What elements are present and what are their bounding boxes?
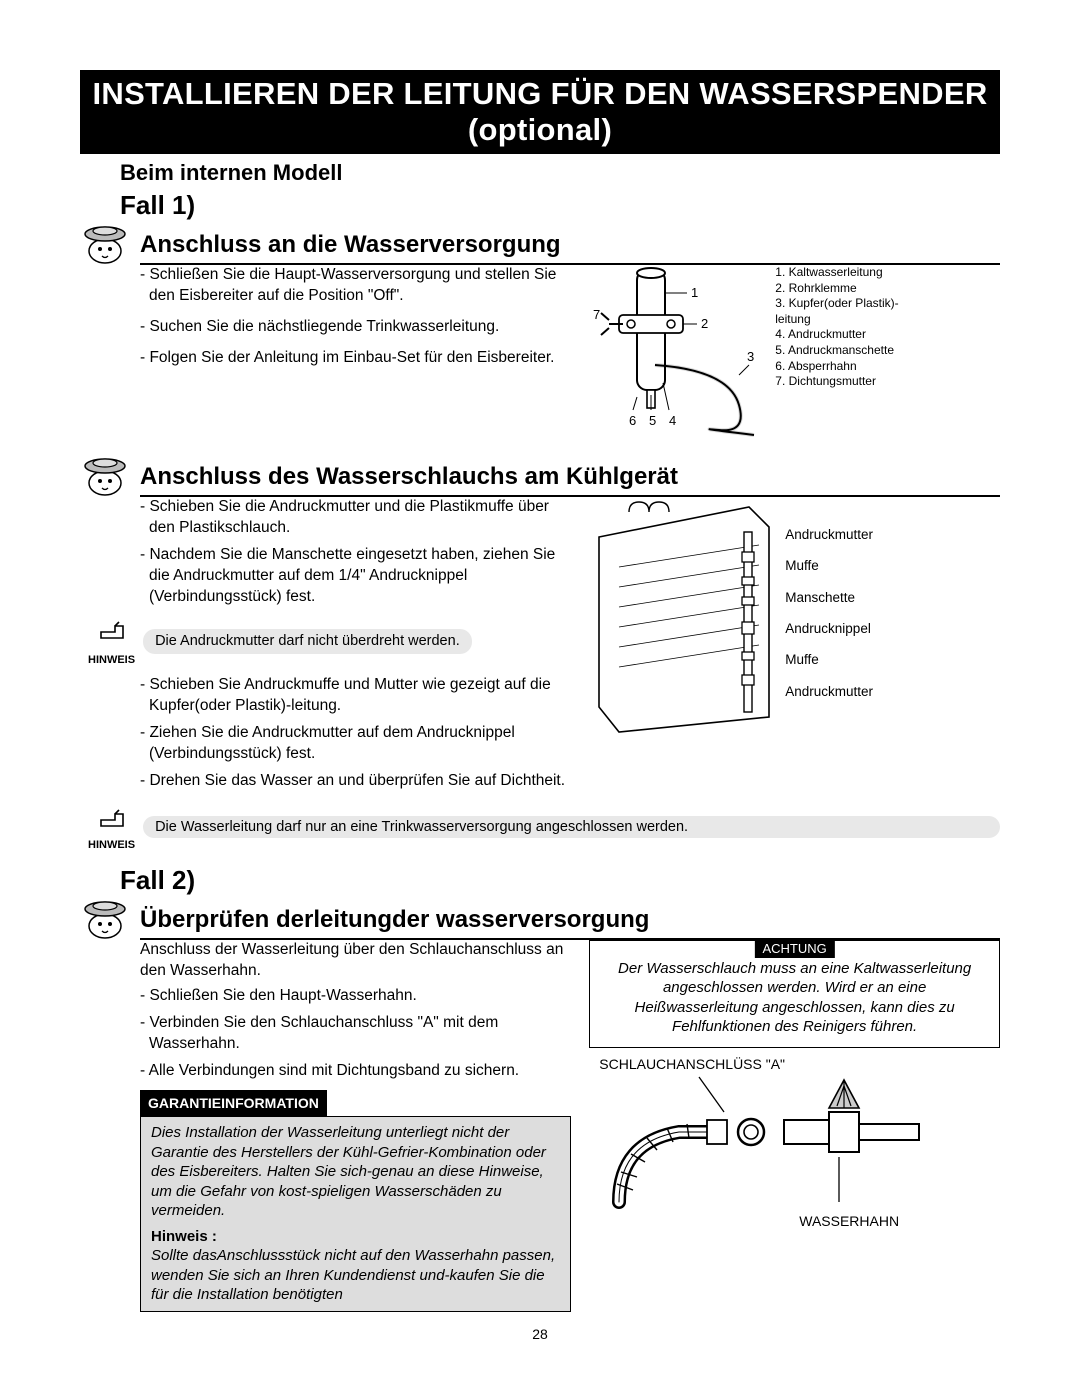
section-a-title: Anschluss an die Wasserversorgung bbox=[140, 231, 1000, 265]
subheading: Beim internen Modell bbox=[120, 160, 1000, 186]
svg-text:2: 2 bbox=[701, 316, 708, 331]
page-number: 28 bbox=[80, 1326, 1000, 1342]
svg-text:5: 5 bbox=[649, 413, 656, 428]
hinweis-label: HINWEIS bbox=[88, 839, 135, 851]
bullet: - Alle Verbindungen sind mit Dichtungsba… bbox=[140, 1061, 571, 1082]
bullet: - Schließen Sie den Haupt-Wasserhahn. bbox=[140, 986, 571, 1007]
assembly-label: Andruckmutter bbox=[785, 527, 873, 542]
bullet: - Folgen Sie der Anleitung im Einbau-Set… bbox=[140, 348, 571, 369]
fridge-back-diagram bbox=[589, 497, 779, 737]
tap-label: WASSERHAHN bbox=[799, 1213, 899, 1229]
bullet: - Ziehen Sie die Andruckmutter auf dem A… bbox=[140, 723, 571, 765]
pipe-diagram: 1 2 3 7 6 5 4 bbox=[589, 265, 759, 445]
legend-item: 4. Andruckmutter bbox=[775, 327, 905, 343]
achtung-tag: ACHTUNG bbox=[754, 939, 834, 958]
assembly-label: Manschette bbox=[785, 590, 873, 605]
legend-item: 6. Absperrhahn bbox=[775, 359, 905, 375]
hinweis3-body: Sollte dasAnschlussstück nicht auf den W… bbox=[151, 1247, 555, 1303]
legend-item: 7. Dichtungsmutter bbox=[775, 374, 905, 390]
section-a-text: - Schließen Sie die Haupt-Wasserversorgu… bbox=[140, 265, 571, 445]
diagram-legend: 1. Kaltwasserleitung 2. Rohrklemme 3. Ku… bbox=[775, 265, 905, 445]
case-2-label: Fall 2) bbox=[120, 865, 1000, 896]
hinweis-text: Die Wasserleitung darf nur an eine Trink… bbox=[143, 816, 1000, 838]
legend-item: 1. Kaltwasserleitung bbox=[775, 265, 905, 281]
tap-diagram bbox=[589, 1072, 949, 1222]
page-banner: INSTALLIEREN DER LEITUNG FÜR DEN WASSERS… bbox=[80, 70, 1000, 154]
bullet: - Schließen Sie die Haupt-Wasserversorgu… bbox=[140, 265, 571, 307]
section-c-text: Anschluss der Wasserleitung über den Sch… bbox=[140, 940, 571, 1312]
intro-text: Anschluss der Wasserleitung über den Sch… bbox=[140, 940, 571, 982]
warranty-body: Dies Installation der Wasserleitung unte… bbox=[140, 1116, 571, 1312]
assembly-label: Andrucknippel bbox=[785, 621, 873, 636]
bullet: - Suchen Sie die nächstliegende Trinkwas… bbox=[140, 317, 571, 338]
mascot-icon bbox=[80, 896, 130, 940]
bullet: - Nachdem Sie die Manschette eingesetzt … bbox=[140, 545, 571, 608]
legend-item: 2. Rohrklemme bbox=[775, 281, 905, 297]
achtung-box: ACHTUNG Der Wasserschlauch muss an eine … bbox=[589, 940, 1000, 1048]
svg-text:1: 1 bbox=[691, 285, 698, 300]
section-b-text: - Schieben Sie die Andruckmutter und die… bbox=[140, 497, 571, 798]
case-1-label: Fall 1) bbox=[120, 190, 1000, 221]
hand-icon bbox=[97, 616, 127, 646]
section-b-title: Anschluss des Wasserschlauchs am Kühlger… bbox=[140, 463, 1000, 497]
bullet: - Schieben Sie die Andruckmutter und die… bbox=[140, 497, 571, 539]
legend-item: 3. Kupfer(oder Plastik)-leitung bbox=[775, 296, 905, 327]
warranty-header: GARANTIEINFORMATION bbox=[140, 1090, 327, 1117]
hinweis3-label: Hinweis : bbox=[151, 1227, 560, 1247]
hand-icon bbox=[97, 804, 127, 834]
bullet: - Drehen Sie das Wasser an und überprüfe… bbox=[140, 771, 571, 792]
hinweis-label: HINWEIS bbox=[88, 653, 135, 668]
svg-text:7: 7 bbox=[593, 307, 600, 322]
svg-text:3: 3 bbox=[747, 349, 754, 364]
bullet: - Verbinden Sie den Schlauchanschluss "A… bbox=[140, 1013, 571, 1055]
svg-text:4: 4 bbox=[669, 413, 676, 428]
achtung-body: Der Wasserschlauch muss an eine Kaltwass… bbox=[600, 959, 989, 1037]
hose-label: SCHLAUCHANSCHLÜSS "A" bbox=[599, 1056, 1000, 1072]
svg-text:6: 6 bbox=[629, 413, 636, 428]
section-c-title: Überprüfen derleitungder wasserversorgun… bbox=[140, 906, 1000, 940]
mascot-icon bbox=[80, 221, 130, 265]
warranty-text: Dies Installation der Wasserleitung unte… bbox=[151, 1124, 546, 1219]
assembly-label: Muffe bbox=[785, 558, 873, 573]
mascot-icon bbox=[80, 453, 130, 497]
legend-item: 5. Andruckmanschette bbox=[775, 343, 905, 359]
hinweis-text: Die Andruckmutter darf nicht überdreht w… bbox=[143, 629, 472, 655]
assembly-label: Muffe bbox=[785, 652, 873, 667]
assembly-label: Andruckmutter bbox=[785, 684, 873, 699]
bullet: - Schieben Sie Andruckmuffe und Mutter w… bbox=[140, 675, 571, 717]
